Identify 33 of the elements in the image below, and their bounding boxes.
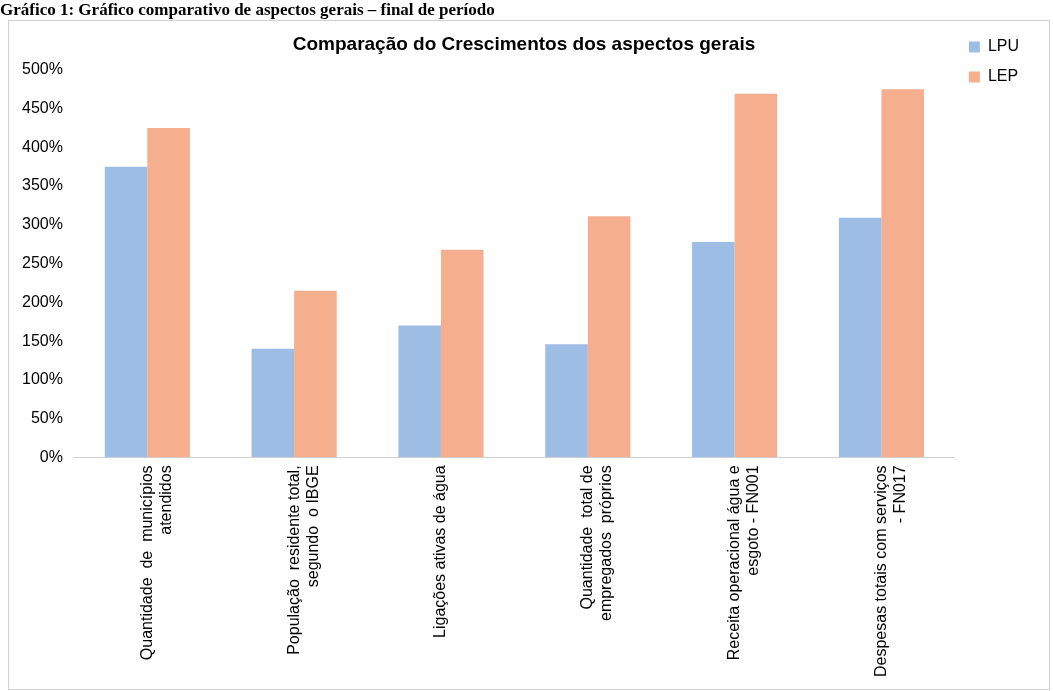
y-tick-label: 400%: [22, 137, 63, 155]
bar: [398, 325, 441, 458]
bar: [251, 348, 295, 458]
y-tick-label: 250%: [22, 253, 63, 271]
bar: [147, 127, 190, 458]
bar: [587, 216, 631, 458]
x-tick-label: Ligações ativas de água: [431, 465, 449, 638]
x-tick-label: Quantidade total de empregados próprios: [578, 465, 615, 622]
bar: [734, 93, 778, 458]
y-tick-label: 100%: [22, 370, 63, 388]
y-tick-label: 200%: [22, 292, 63, 310]
y-tick-label: 50%: [30, 409, 63, 427]
bar: [545, 344, 588, 458]
y-tick-label: 500%: [22, 60, 63, 78]
bar: [104, 166, 148, 458]
text: Gráfico 1: Gráfico comparativo de aspectos gerais – final de período: [0, 0, 495, 20]
y-tick-label: 350%: [22, 176, 63, 194]
legend-label: LPU: [987, 37, 1019, 55]
x-tick-label: Quantidade de municípios atendidos: [137, 465, 174, 661]
bar: [440, 249, 484, 458]
x-tick-label: Receita operacional água e esgoto - FN001: [725, 465, 762, 661]
legend-label: LEP: [987, 67, 1019, 85]
bar: [692, 241, 735, 458]
y-tick-label: 0%: [39, 447, 63, 465]
bar: [294, 290, 337, 458]
y-tick-label: 300%: [22, 215, 63, 233]
bar: [838, 217, 882, 458]
y-tick-label: 450%: [22, 98, 63, 116]
x-tick-label: População residente total, segundo o IBGE: [284, 465, 321, 655]
chart-title: Comparação do Crescimentos dos aspectos gerais: [292, 32, 756, 54]
bar: [881, 89, 925, 458]
y-tick-label: 150%: [22, 331, 63, 349]
x-tick-label: Despesas totais com serviços - FN017: [871, 465, 909, 678]
